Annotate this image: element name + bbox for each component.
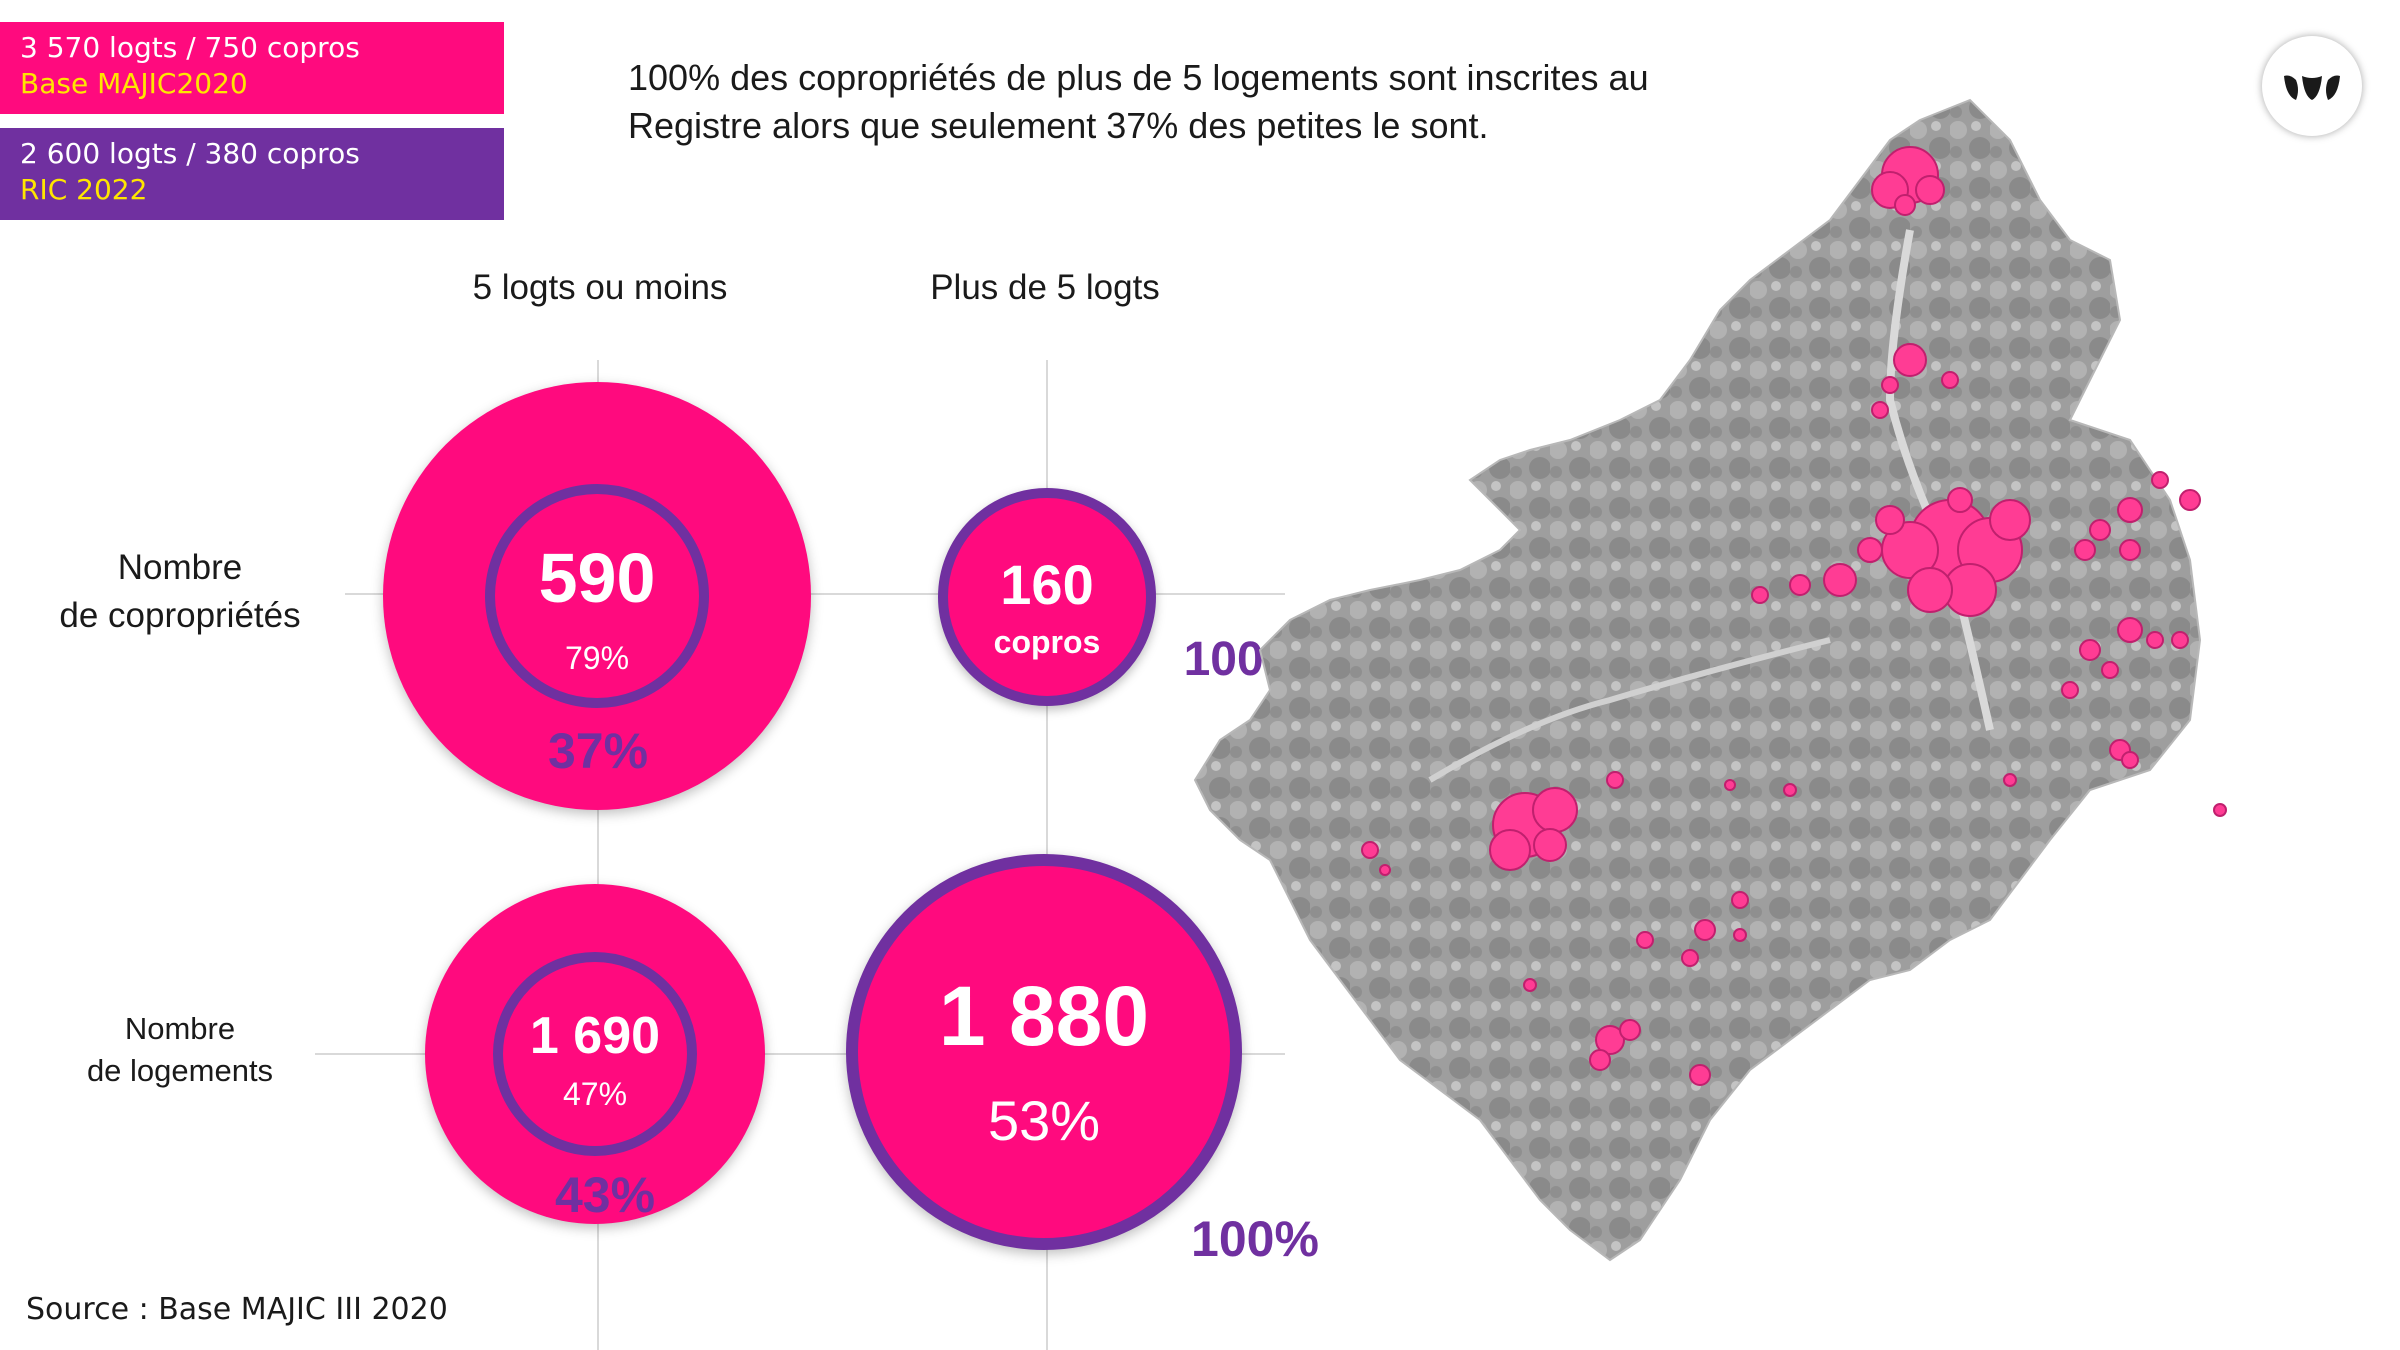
row-header-copros-line1: Nombre — [117, 548, 243, 587]
small-copros-share: 79% — [564, 640, 630, 676]
map-road — [1428, 637, 1831, 783]
axis-vertical-small — [597, 360, 599, 1350]
map-valley — [1885, 229, 1994, 731]
axis-horizontal-logements — [315, 1053, 1285, 1055]
ring-small-copros: 590 79% — [485, 484, 709, 708]
legend-majic-source: Base MAJIC2020 — [20, 67, 248, 100]
column-header-large: Plus de 5 logts — [930, 268, 1160, 307]
legend-ric-count: 2 600 logts / 380 copros — [20, 137, 360, 170]
headline-line1: 100% des copropriétés de plus de 5 logem… — [628, 57, 1649, 98]
map-copro-dots — [1361, 146, 2227, 1086]
small-logements-registered: 43% — [554, 1167, 656, 1223]
large-logements-registered: 100% — [1191, 1211, 1319, 1267]
headline-line2: Registre alors que seulement 37% des pet… — [628, 105, 1489, 146]
bubble-large-copros: 160 copros — [938, 488, 1156, 706]
legend-ric-source: RIC 2022 — [20, 173, 148, 206]
row-header-logements: Nombre de logements — [50, 1008, 310, 1092]
column-header-small: 5 logts ou moins — [472, 268, 728, 307]
large-copros-unit: copros — [993, 624, 1101, 660]
headline: 100% des copropriétés de plus de 5 logem… — [628, 54, 1728, 150]
large-logements-share: 53% — [987, 1089, 1101, 1152]
brand-logo-icon — [2262, 36, 2362, 136]
legend-majic-box: 3 570 logts / 750 copros Base MAJIC2020 — [0, 22, 504, 114]
row-header-copros-line2: de copropriétés — [59, 596, 301, 635]
row-header-copros: Nombre de copropriétés — [30, 544, 330, 640]
bubble-large-logements: 1 880 53% — [846, 854, 1242, 1250]
large-copros-value: 160 — [1000, 553, 1094, 616]
map-territory — [1193, 98, 2202, 1262]
small-logements-share: 47% — [562, 1076, 628, 1112]
small-logements-value: 1 690 — [529, 1007, 661, 1065]
large-logements-value: 1 880 — [938, 969, 1150, 1063]
legend-ric-box: 2 600 logts / 380 copros RIC 2022 — [0, 128, 504, 220]
row-header-logements-line2: de logements — [86, 1053, 274, 1088]
ring-small-logements: 1 690 47% — [493, 952, 697, 1156]
legend-majic-count: 3 570 logts / 750 copros — [20, 31, 360, 64]
territory-map — [1193, 98, 2227, 1262]
small-copros-value: 590 — [538, 539, 656, 617]
axis-horizontal-copros — [345, 593, 1285, 595]
small-copros-registered: 37% — [547, 723, 649, 779]
source-note: Source : Base MAJIC III 2020 — [26, 1292, 448, 1327]
row-header-logements-line1: Nombre — [124, 1011, 236, 1046]
